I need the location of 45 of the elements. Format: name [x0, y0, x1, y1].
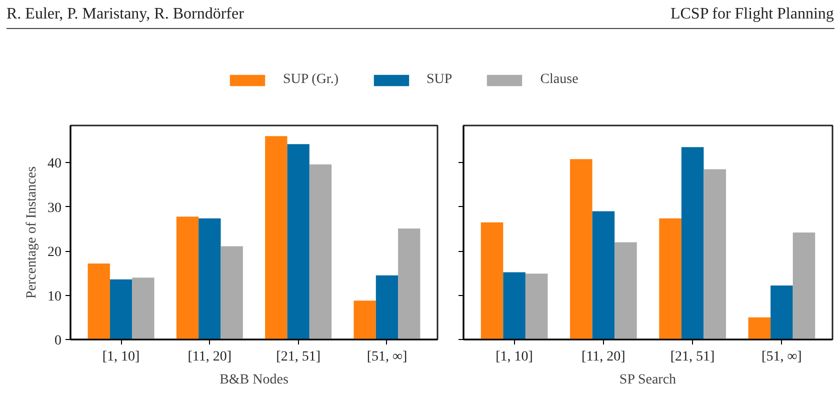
- legend-label: SUP (Gr.): [283, 72, 338, 88]
- bar: [88, 263, 110, 340]
- y-tick-label: 40: [48, 156, 62, 172]
- bar: [659, 218, 682, 340]
- x-tick-label: [1, 10]: [496, 350, 533, 364]
- bar: [309, 164, 332, 340]
- y-tick-label: 0: [54, 334, 62, 348]
- bar: [704, 169, 726, 340]
- bar: [132, 278, 154, 340]
- bar: [480, 222, 504, 340]
- x-axis-title: B&B Nodes: [220, 372, 288, 388]
- bar: [176, 216, 199, 340]
- y-axis-title: Percentage of Instances: [24, 166, 40, 299]
- bar: [792, 232, 816, 340]
- text: LCSP for Flight Planning: [670, 6, 834, 22]
- x-tick-label: [11, 20]: [582, 350, 626, 364]
- x-tick-label: [11, 20]: [188, 350, 232, 364]
- bar: [525, 274, 548, 340]
- x-tick-label: [51, ∞]: [366, 350, 408, 364]
- x-tick-label: [21, 51]: [276, 350, 320, 364]
- legend-label: SUP: [426, 72, 452, 88]
- bar: [592, 211, 615, 340]
- bar: [398, 228, 420, 340]
- x-tick-label: [1, 10]: [102, 350, 140, 364]
- bar: [748, 317, 771, 340]
- bar: [503, 272, 526, 340]
- bar: [220, 246, 243, 340]
- legend-label: Clause: [540, 72, 578, 88]
- bar: [770, 286, 793, 340]
- text: R. Euler, P. Maristany, R. Borndörfer: [6, 6, 245, 22]
- x-tick-label: [51, ∞]: [762, 350, 802, 364]
- bar: [110, 279, 132, 340]
- bar: [376, 275, 398, 340]
- x-tick-label: [21, 51]: [670, 350, 715, 364]
- x-axis-title: SP Search: [619, 372, 676, 388]
- bar: [198, 218, 221, 340]
- y-tick-label: 30: [48, 200, 62, 216]
- y-tick-label: 10: [48, 289, 62, 304]
- y-tick-label: 20: [48, 245, 62, 260]
- bar: [681, 147, 704, 340]
- bar: [287, 144, 310, 340]
- bar: [354, 300, 376, 340]
- bar: [570, 159, 592, 340]
- bar: [265, 136, 288, 340]
- bar: [614, 242, 637, 340]
